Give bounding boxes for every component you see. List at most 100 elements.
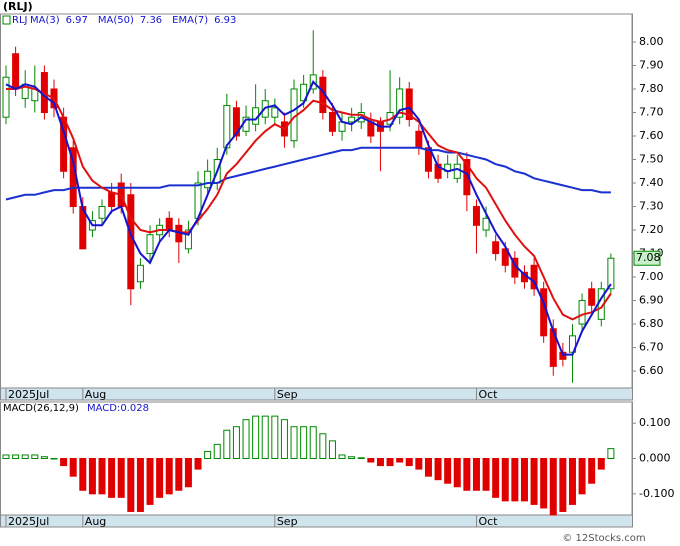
y-tick-label: 6.80 [639,317,664,330]
y-tick-label: 6.70 [639,341,664,354]
x-tick-label: Aug [85,388,106,401]
value-label: 0.028 [120,403,149,414]
y-tick-label: 6.90 [639,294,664,307]
y-tick-label: 7.60 [639,129,664,142]
legend-icon [2,15,11,25]
macd-bar [40,456,48,459]
macd-bar [309,426,317,459]
macd-bar [271,415,279,459]
macd-bar [367,458,375,463]
macd-bar [146,458,154,505]
candle-body [232,107,240,137]
y-tick-label: 7.30 [639,200,664,213]
x-tick-label: Oct [478,515,498,528]
macd-bar [12,454,20,459]
price-tag-label: 7.08 [636,251,661,264]
x-tick-label: 2025Jul [8,515,49,528]
legend-name: MA(3) [30,15,60,26]
candle-body [607,257,615,290]
macd-bar [21,454,29,459]
macd-bar [453,458,461,488]
macd-bar [79,458,87,491]
macd-bar [424,458,432,477]
indicator-line [5,146,611,201]
y-tick-label: 7.90 [639,58,664,71]
candle-body [492,241,500,255]
y-tick-label: 7.70 [639,105,664,118]
macd-bar [520,458,528,502]
macd-bar [300,426,308,459]
macd-bar [2,454,10,459]
y-tick-label: 7.00 [639,270,664,283]
value-name: MACD: [87,403,120,414]
candle-body [396,88,404,118]
panel-title: MACD(26,12,9) [3,403,79,414]
legend-name: EMA(7) [172,15,208,26]
macd-bar [184,458,192,488]
macd-bar [540,458,548,509]
legend-value: 7.36 [140,15,162,26]
candle-body [12,53,20,90]
candle-body [501,248,509,266]
macd-bar [127,458,135,512]
candle-body [530,264,538,290]
candle-body [328,111,336,132]
x-tick-label: Aug [85,515,106,528]
macd-bar [194,458,202,470]
y-tick-label: 7.80 [639,82,664,95]
price-tag [633,250,661,266]
candle-body [405,88,413,121]
candle-body [578,300,586,325]
candle-body [453,163,461,179]
macd-bar [108,458,116,498]
macd-bar [463,458,471,491]
macd-bar [31,454,39,459]
macd-bar [136,458,144,512]
x-tick-label: Oct [478,388,498,401]
macd-bar [444,458,452,484]
macd-bar [597,458,605,470]
macd-bar [434,458,442,481]
macd-bar [396,458,404,463]
macd-bar [348,456,356,459]
macd-bar [175,458,183,491]
y-tick-label: 0.100 [639,416,671,429]
candle-body [165,217,173,231]
y-tick-label: 7.50 [639,153,664,166]
macd-bar [559,458,567,512]
macd-bar [376,458,384,467]
macd-bar [328,440,336,459]
candle-body [127,194,135,290]
macd-bar [213,443,221,459]
indicator-line [5,80,612,356]
macd-bar [568,458,576,505]
candle-body [271,107,279,118]
macd-bar [511,458,519,502]
macd-bar [501,458,509,502]
macd-bar [232,426,240,459]
macd-bar [223,429,231,459]
chart-title: (RLJ) [3,0,33,13]
macd-bar [415,458,423,470]
candle-body [472,206,480,226]
date-strip [0,387,633,401]
candle-body [424,147,432,172]
indicator-line [6,85,612,321]
macd-bar [165,458,173,495]
macd-bar [482,458,490,491]
legend-value: 6.97 [66,15,88,26]
macd-bar [117,458,125,498]
macd-bar [50,458,58,460]
x-tick-label: 2025Jul [8,388,49,401]
macd-bar [357,457,365,460]
y-tick-label: 6.60 [639,364,664,377]
macd-bar [261,415,269,459]
candle-body [415,130,423,149]
macd-bar [530,458,538,505]
macd-bar [607,448,615,459]
y-tick-label: 7.40 [639,176,664,189]
macd-bar [472,458,480,491]
x-tick-label: Sep [277,515,298,528]
